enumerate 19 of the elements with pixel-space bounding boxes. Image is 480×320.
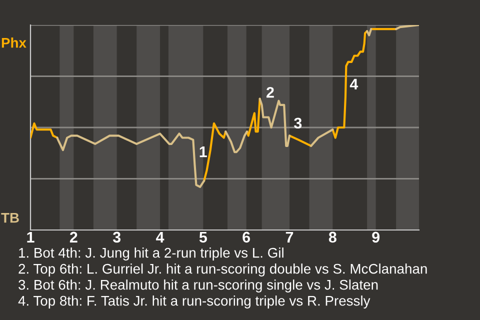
annotation: 4 [350,78,358,90]
x-tick-label: 5 [199,232,207,243]
x-tick-label: 2 [70,232,78,242]
annotation: 2 [266,86,274,98]
text: Phx [2,38,26,48]
text: TB [1,213,19,223]
annotation: 1 [200,146,207,158]
x-tick-label: 4 [156,232,164,242]
text: 2. Top 6th: L. Gurriel Jr. hit a run-scoring double vs S. McClanahan [18,264,427,276]
annotation: 3 [294,118,302,129]
text: 1. Bot 4th: J. Jung hit a 2-run triple vs L. Gil [19,248,284,260]
x-tick-label: 8 [328,232,336,243]
x-tick-label: 3 [112,232,121,243]
x-tick-label: 1 [27,232,34,242]
text: 3. Bot 6th: J. Realmuto hit a run-scoring single vs J. Slaten [18,280,378,292]
x-tick-label: 6 [242,232,250,243]
x-tick-label: 7 [286,232,294,242]
x-tick-label: 9 [372,232,380,243]
text: 4. Top 8th: F. Tatis Jr. hit a run-scoring triple vs R. Pressly [18,296,370,308]
